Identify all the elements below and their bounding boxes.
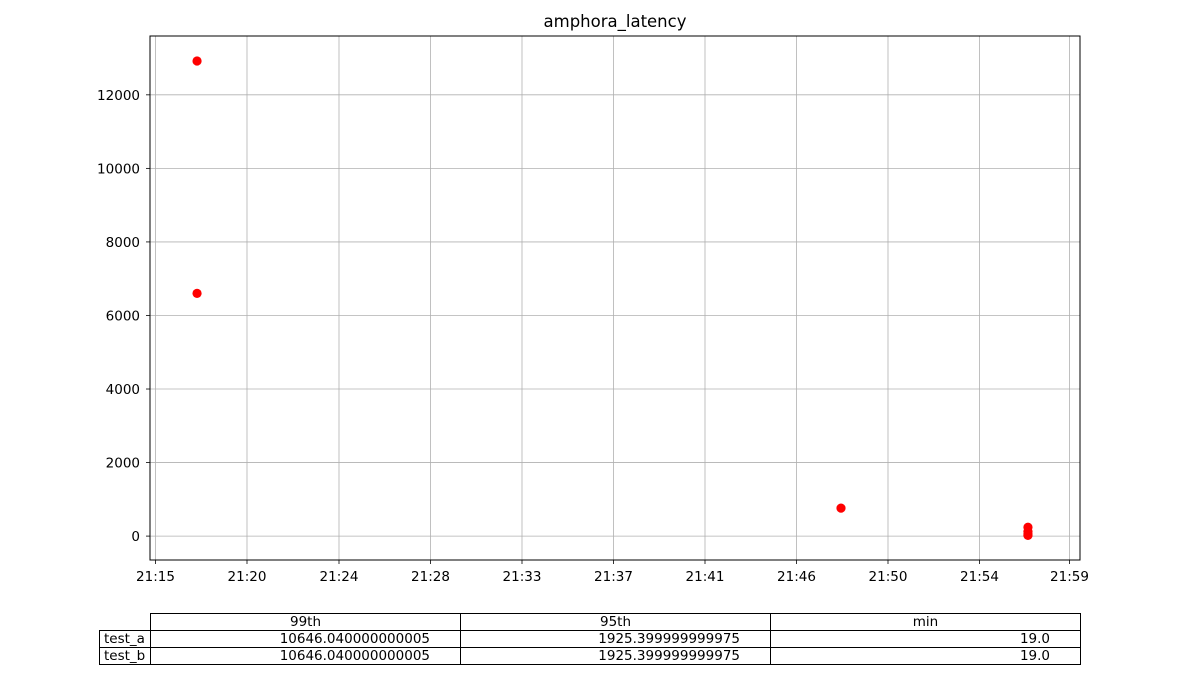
data-point <box>1023 530 1033 540</box>
cell-test-a-95th: 1925.399999999975 <box>460 630 771 648</box>
x-tick-label: 21:54 <box>960 569 999 585</box>
x-tick-label: 21:37 <box>594 569 633 585</box>
column-header-99th: 99th <box>150 613 461 631</box>
grid-lines <box>150 36 1080 560</box>
column-header-min: min <box>770 613 1081 631</box>
cell-test-a-99th: 10646.040000000005 <box>150 630 461 648</box>
table-header-row: 99th 95th min <box>100 613 1081 631</box>
x-tick-label: 21:46 <box>777 569 816 585</box>
row-label-test-a: test_a <box>99 630 151 648</box>
data-point <box>192 288 202 299</box>
cell-test-b-min: 19.0 <box>770 647 1081 665</box>
row-label-test-b: test_b <box>99 647 151 665</box>
x-tick-label: 21:15 <box>136 569 175 585</box>
x-tick-label: 21:59 <box>1050 569 1089 585</box>
x-tick-label: 21:20 <box>228 569 267 585</box>
y-tick-label: 6000 <box>106 308 140 324</box>
data-points <box>192 56 1033 540</box>
y-tick-label: 4000 <box>106 382 140 398</box>
table-row: test_a 10646.040000000005 1925.399999999… <box>99 630 1081 648</box>
table-corner-cell <box>100 614 151 631</box>
column-header-95th: 95th <box>460 613 771 631</box>
x-tick-label: 21:28 <box>411 569 450 585</box>
plot-frame <box>149 35 1081 561</box>
data-point <box>192 56 202 66</box>
stats-table: 99th 95th min test_a 10646.040000000005 … <box>99 613 1081 665</box>
y-tick-label: 8000 <box>106 235 140 251</box>
cell-test-b-99th: 10646.040000000005 <box>150 647 461 665</box>
table-row: test_b 10646.040000000005 1925.399999999… <box>99 647 1081 665</box>
cell-test-a-min: 19.0 <box>770 630 1081 648</box>
x-axis-ticks: 21:15 21:20 21:24 21:28 21:33 21:37 21:41 21:46… <box>136 560 1089 585</box>
x-tick-label: 21:41 <box>686 569 725 585</box>
y-tick-label: 0 <box>131 529 140 545</box>
x-tick-label: 21:50 <box>869 569 908 585</box>
x-tick-label: 21:24 <box>320 569 359 585</box>
y-tick-label: 2000 <box>106 456 140 472</box>
scatter-chart: amphora_latency 0 2000 4000 6000 8000 10000 12… <box>97 12 1089 585</box>
y-tick-label: 12000 <box>97 88 140 104</box>
chart-title: amphora_latency <box>544 12 687 32</box>
x-tick-label: 21:33 <box>503 569 542 585</box>
cell-test-b-95th: 1925.399999999975 <box>460 647 771 665</box>
data-point <box>836 503 846 513</box>
y-axis-ticks: 0 2000 4000 6000 8000 10000 12000 <box>97 88 150 545</box>
y-tick-label: 10000 <box>97 161 140 177</box>
